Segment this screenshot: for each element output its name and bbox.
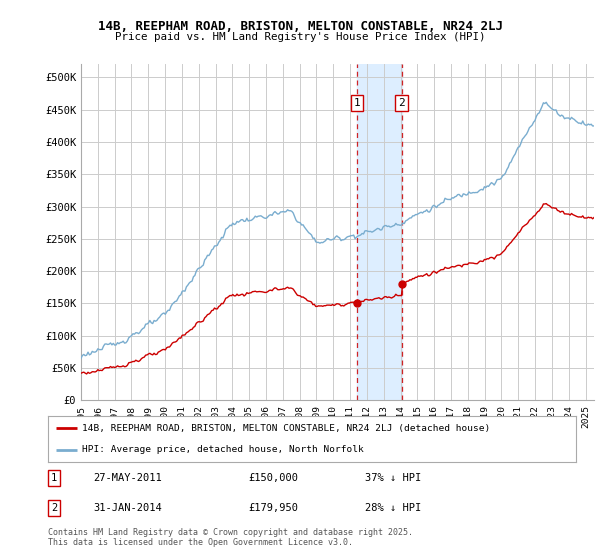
Text: 37% ↓ HPI: 37% ↓ HPI [365,473,421,483]
Text: 14B, REEPHAM ROAD, BRISTON, MELTON CONSTABLE, NR24 2LJ (detached house): 14B, REEPHAM ROAD, BRISTON, MELTON CONST… [82,424,491,433]
Text: 2: 2 [51,503,58,514]
Text: £179,950: £179,950 [248,503,299,514]
Text: HPI: Average price, detached house, North Norfolk: HPI: Average price, detached house, Nort… [82,445,364,454]
Text: 31-JAN-2014: 31-JAN-2014 [93,503,161,514]
Text: Contains HM Land Registry data © Crown copyright and database right 2025.
This d: Contains HM Land Registry data © Crown c… [48,528,413,547]
Text: 2: 2 [398,98,405,108]
Text: 28% ↓ HPI: 28% ↓ HPI [365,503,421,514]
Text: 27-MAY-2011: 27-MAY-2011 [93,473,161,483]
Text: Price paid vs. HM Land Registry's House Price Index (HPI): Price paid vs. HM Land Registry's House … [115,32,485,42]
Text: 1: 1 [51,473,58,483]
Text: 14B, REEPHAM ROAD, BRISTON, MELTON CONSTABLE, NR24 2LJ: 14B, REEPHAM ROAD, BRISTON, MELTON CONST… [97,20,503,32]
Text: £150,000: £150,000 [248,473,299,483]
Bar [357,64,402,400]
Text: 1: 1 [353,98,361,108]
